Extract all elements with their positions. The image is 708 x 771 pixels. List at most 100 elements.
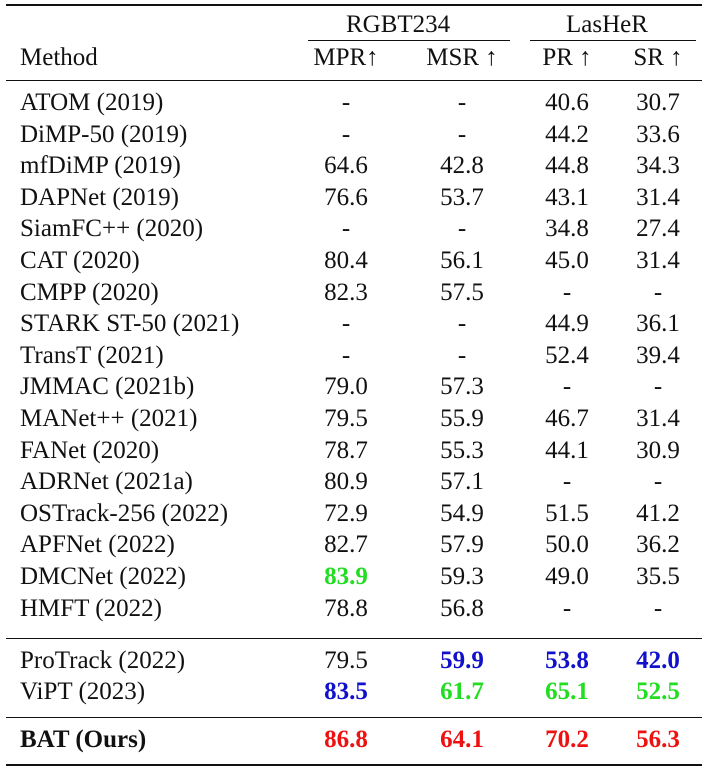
col-header-msr: MSR ↑ [426, 44, 498, 71]
mpr-cell: - [341, 215, 351, 242]
msr-cell: 56.8 [440, 595, 484, 622]
method-cell: OSTrack-256 (2022) [20, 500, 229, 527]
sr-cell: 30.7 [636, 89, 680, 116]
mpr-cell: 80.4 [324, 247, 368, 274]
mpr-cell: 86.8 [324, 726, 368, 753]
col-header-pr: PR ↑ [542, 44, 592, 71]
mpr-cell: 80.9 [324, 468, 368, 495]
msr-cell: - [457, 342, 467, 369]
pr-cell: 52.4 [545, 342, 589, 369]
mpr-cell: 64.6 [324, 152, 368, 179]
pr-cell: 70.2 [545, 726, 589, 753]
method-cell: APFNet (2022) [20, 531, 175, 558]
sr-cell: 56.3 [636, 726, 680, 753]
sr-cell: - [653, 373, 663, 400]
method-cell: CAT (2020) [20, 247, 140, 274]
method-cell: ATOM (2019) [20, 89, 164, 116]
method-cell: JMMAC (2021b) [20, 373, 195, 400]
msr-cell: - [457, 310, 467, 337]
mpr-cell: 82.3 [324, 279, 368, 306]
pr-cell: 46.7 [545, 405, 589, 432]
msr-cell: 57.9 [440, 531, 484, 558]
msr-cell: 61.7 [440, 678, 484, 705]
msr-cell: 57.1 [440, 468, 484, 495]
method-cell: CMPP (2020) [20, 279, 159, 306]
mpr-cell: 83.9 [324, 563, 368, 590]
group-header-rgbt234: RGBT234 [346, 11, 451, 38]
pr-cell: 49.0 [545, 563, 589, 590]
pr-cell: 44.8 [545, 152, 589, 179]
sr-cell: 31.4 [636, 405, 680, 432]
sr-cell: 42.0 [636, 647, 680, 674]
msr-cell: 59.3 [440, 563, 484, 590]
mpr-cell: - [341, 342, 351, 369]
sr-cell: 36.1 [636, 310, 680, 337]
ours-section-rule [6, 717, 702, 718]
sr-cell: 39.4 [636, 342, 680, 369]
mpr-cell: 72.9 [324, 500, 368, 527]
mpr-cell: - [341, 310, 351, 337]
rgbt234-underline [308, 40, 510, 41]
method-header: Method [20, 44, 98, 71]
msr-cell: - [457, 89, 467, 116]
pr-cell: 65.1 [545, 678, 589, 705]
sr-cell: 33.6 [636, 121, 680, 148]
group-header-lasher: LasHeR [566, 11, 648, 38]
msr-cell: - [457, 215, 467, 242]
pr-cell: - [562, 468, 572, 495]
sr-cell: 31.4 [636, 247, 680, 274]
mpr-cell: 78.7 [324, 437, 368, 464]
sr-cell: 31.4 [636, 184, 680, 211]
pr-cell: 40.6 [545, 89, 589, 116]
pr-cell: 44.9 [545, 310, 589, 337]
mpr-cell: 79.5 [324, 647, 368, 674]
pr-cell: - [562, 373, 572, 400]
pr-cell: 34.8 [545, 215, 589, 242]
msr-cell: 59.9 [440, 647, 484, 674]
method-cell: ViPT (2023) [20, 678, 146, 705]
mpr-cell: - [341, 121, 351, 148]
method-cell: DMCNet (2022) [20, 563, 186, 590]
top-rule [6, 4, 702, 6]
msr-cell: 53.7 [440, 184, 484, 211]
pr-cell: 45.0 [545, 247, 589, 274]
method-cell: BAT (Ours) [20, 726, 147, 753]
pr-cell: 44.1 [545, 437, 589, 464]
mpr-cell: 76.6 [324, 184, 368, 211]
mpr-cell: 79.5 [324, 405, 368, 432]
method-cell: SiamFC++ (2020) [20, 215, 204, 242]
prompt-section-rule [6, 638, 702, 639]
method-cell: mfDiMP (2019) [20, 152, 181, 179]
method-cell: TransT (2021) [20, 342, 164, 369]
lasher-underline [530, 40, 696, 41]
pr-cell: 51.5 [545, 500, 589, 527]
col-header-sr: SR ↑ [633, 44, 683, 71]
pr-cell: 44.2 [545, 121, 589, 148]
mpr-cell: 82.7 [324, 531, 368, 558]
mpr-cell: 79.0 [324, 373, 368, 400]
sr-cell: 36.2 [636, 531, 680, 558]
method-cell: STARK ST-50 (2021) [20, 310, 240, 337]
sr-cell: 27.4 [636, 215, 680, 242]
msr-cell: 42.8 [440, 152, 484, 179]
sr-cell: - [653, 595, 663, 622]
pr-cell: 50.0 [545, 531, 589, 558]
msr-cell: 55.3 [440, 437, 484, 464]
msr-cell: 54.9 [440, 500, 484, 527]
msr-cell: 55.9 [440, 405, 484, 432]
pr-cell: - [562, 595, 572, 622]
method-cell: HMFT (2022) [20, 595, 162, 622]
sr-cell: 34.3 [636, 152, 680, 179]
pr-cell: 53.8 [545, 647, 589, 674]
method-cell: MANet++ (2021) [20, 405, 198, 432]
sr-cell: 35.5 [636, 563, 680, 590]
method-cell: ADRNet (2021a) [20, 468, 193, 495]
method-cell: DAPNet (2019) [20, 184, 180, 211]
msr-cell: 56.1 [440, 247, 484, 274]
sr-cell: 41.2 [636, 500, 680, 527]
mpr-cell: - [341, 89, 351, 116]
msr-cell: 57.3 [440, 373, 484, 400]
method-cell: FANet (2020) [20, 437, 160, 464]
msr-cell: 57.5 [440, 279, 484, 306]
